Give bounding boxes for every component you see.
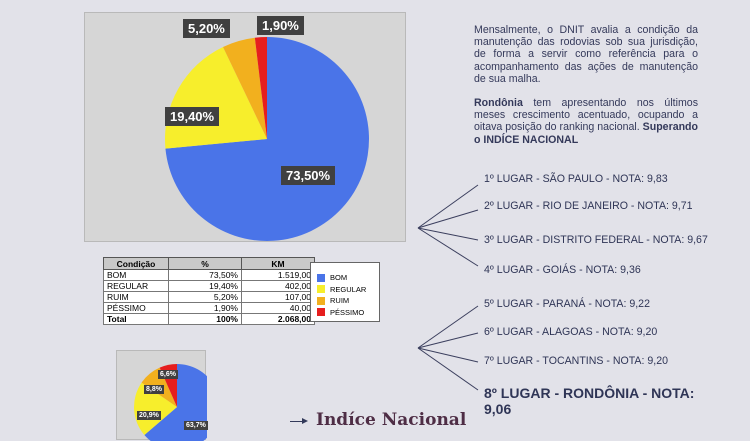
- pie-label-bom: 73,50%: [281, 166, 336, 185]
- ranking-item-5: 5º LUGAR - PARANÁ - NOTA: 9,22: [484, 298, 650, 310]
- pie-label-regular: 19,40%: [165, 107, 220, 126]
- legend-item-regular: REGULAR: [317, 284, 379, 296]
- national-label-pessimo: 6,6%: [158, 370, 178, 379]
- table-header: KM: [241, 257, 315, 270]
- bracket-line: [417, 227, 479, 267]
- ranking-item-2: 2º LUGAR - RIO DE JANEIRO - NOTA: 9,71: [484, 200, 693, 212]
- ranking-item-7: 7º LUGAR - TOCANTINS - NOTA: 9,20: [484, 355, 669, 367]
- bracket-line: [417, 209, 479, 229]
- state-name: Rondônia: [474, 97, 523, 110]
- table-row: RUIM 5,20% 107,00: [103, 291, 315, 303]
- legend-swatch: [317, 308, 325, 317]
- main-pie-chart: 73,50% 19,40% 5,20% 1,90%: [84, 12, 406, 242]
- legend-swatch: [317, 273, 325, 282]
- legend-item-ruim: RUIM: [317, 295, 379, 307]
- legend-label: RUIM: [330, 296, 350, 306]
- pie-slice-bom: [165, 37, 369, 241]
- national-pie-chart: 63,7% 20,9% 8,8% 6,6%: [116, 350, 208, 441]
- legend-item-pessimo: PÉSSIMO: [317, 307, 379, 319]
- table-row: BOM 73,50% 1.519,00: [103, 269, 315, 281]
- legend-label: REGULAR: [330, 284, 367, 294]
- description-paragraph: Mensalmente, o DNIT avalia a condição da…: [474, 24, 698, 85]
- ranking-brackets: [417, 184, 479, 391]
- table-header: Condição: [103, 257, 169, 270]
- pie-slice-ruim: [222, 37, 267, 139]
- condition-table: Condição % KM BOM 73,50% 1.519,00 REGULA…: [103, 257, 315, 325]
- ranking-item-1: 1º LUGAR - SÃO PAULO - NOTA: 9,83: [484, 173, 668, 185]
- national-label-bom: 63,7%: [184, 421, 208, 430]
- bracket-line: [417, 347, 479, 391]
- legend-label: BOM: [330, 273, 348, 283]
- ranking-item-8: 8º LUGAR - RONDÔNIA - NOTA: 9,06: [484, 385, 695, 417]
- legend-swatch: [317, 296, 325, 305]
- bracket-line: [417, 305, 479, 349]
- pie-slice-regular: [134, 382, 177, 436]
- ranking-item-6: 6º LUGAR - ALAGOAS - NOTA: 9,20: [484, 326, 658, 338]
- ranking-item-3: 3º LUGAR - DISTRITO FEDERAL - NOTA: 9,67: [484, 234, 708, 246]
- legend-swatch: [317, 285, 325, 294]
- national-index-label: Indíce Nacional: [316, 410, 467, 430]
- chart-legend: BOM REGULAR RUIM PÉSSIMO: [310, 262, 380, 322]
- bracket-line: [417, 227, 479, 241]
- bracket-line: [417, 347, 479, 363]
- national-label-regular: 20,9%: [137, 411, 161, 420]
- pie-label-pessimo: 1,90%: [257, 16, 304, 35]
- legend-item-bom: BOM: [317, 272, 379, 284]
- arrow-icon: [302, 418, 308, 424]
- description-text: Mensalmente, o DNIT avalia a condição da…: [474, 24, 698, 158]
- bracket-line: [417, 184, 479, 229]
- national-label-ruim: 8,8%: [144, 385, 164, 394]
- table-row: REGULAR 19,40% 402,00: [103, 280, 315, 292]
- pie-slice-péssimo: [254, 37, 267, 139]
- description-highlight: Superando o INDÍCE NACIONAL: [474, 121, 698, 146]
- legend-label: PÉSSIMO: [330, 307, 365, 317]
- bracket-line: [417, 332, 479, 349]
- arrow-line: [290, 421, 306, 422]
- description-paragraph: Rondônia tem apresentando nos últimos me…: [474, 97, 698, 146]
- description-sentence: tem apresentando nos últimos meses cresc…: [474, 97, 698, 134]
- table-cell: Total: [103, 313, 169, 325]
- table-total-row: Total 100% 2.068,00: [103, 313, 315, 325]
- table-row: PÉSSIMO 1,90% 40,00: [103, 302, 315, 314]
- ranking-item-4: 4º LUGAR - GOIÁS - NOTA: 9,36: [484, 264, 641, 276]
- pie-label-ruim: 5,20%: [183, 19, 230, 38]
- table-header-row: Condição % KM: [103, 257, 315, 270]
